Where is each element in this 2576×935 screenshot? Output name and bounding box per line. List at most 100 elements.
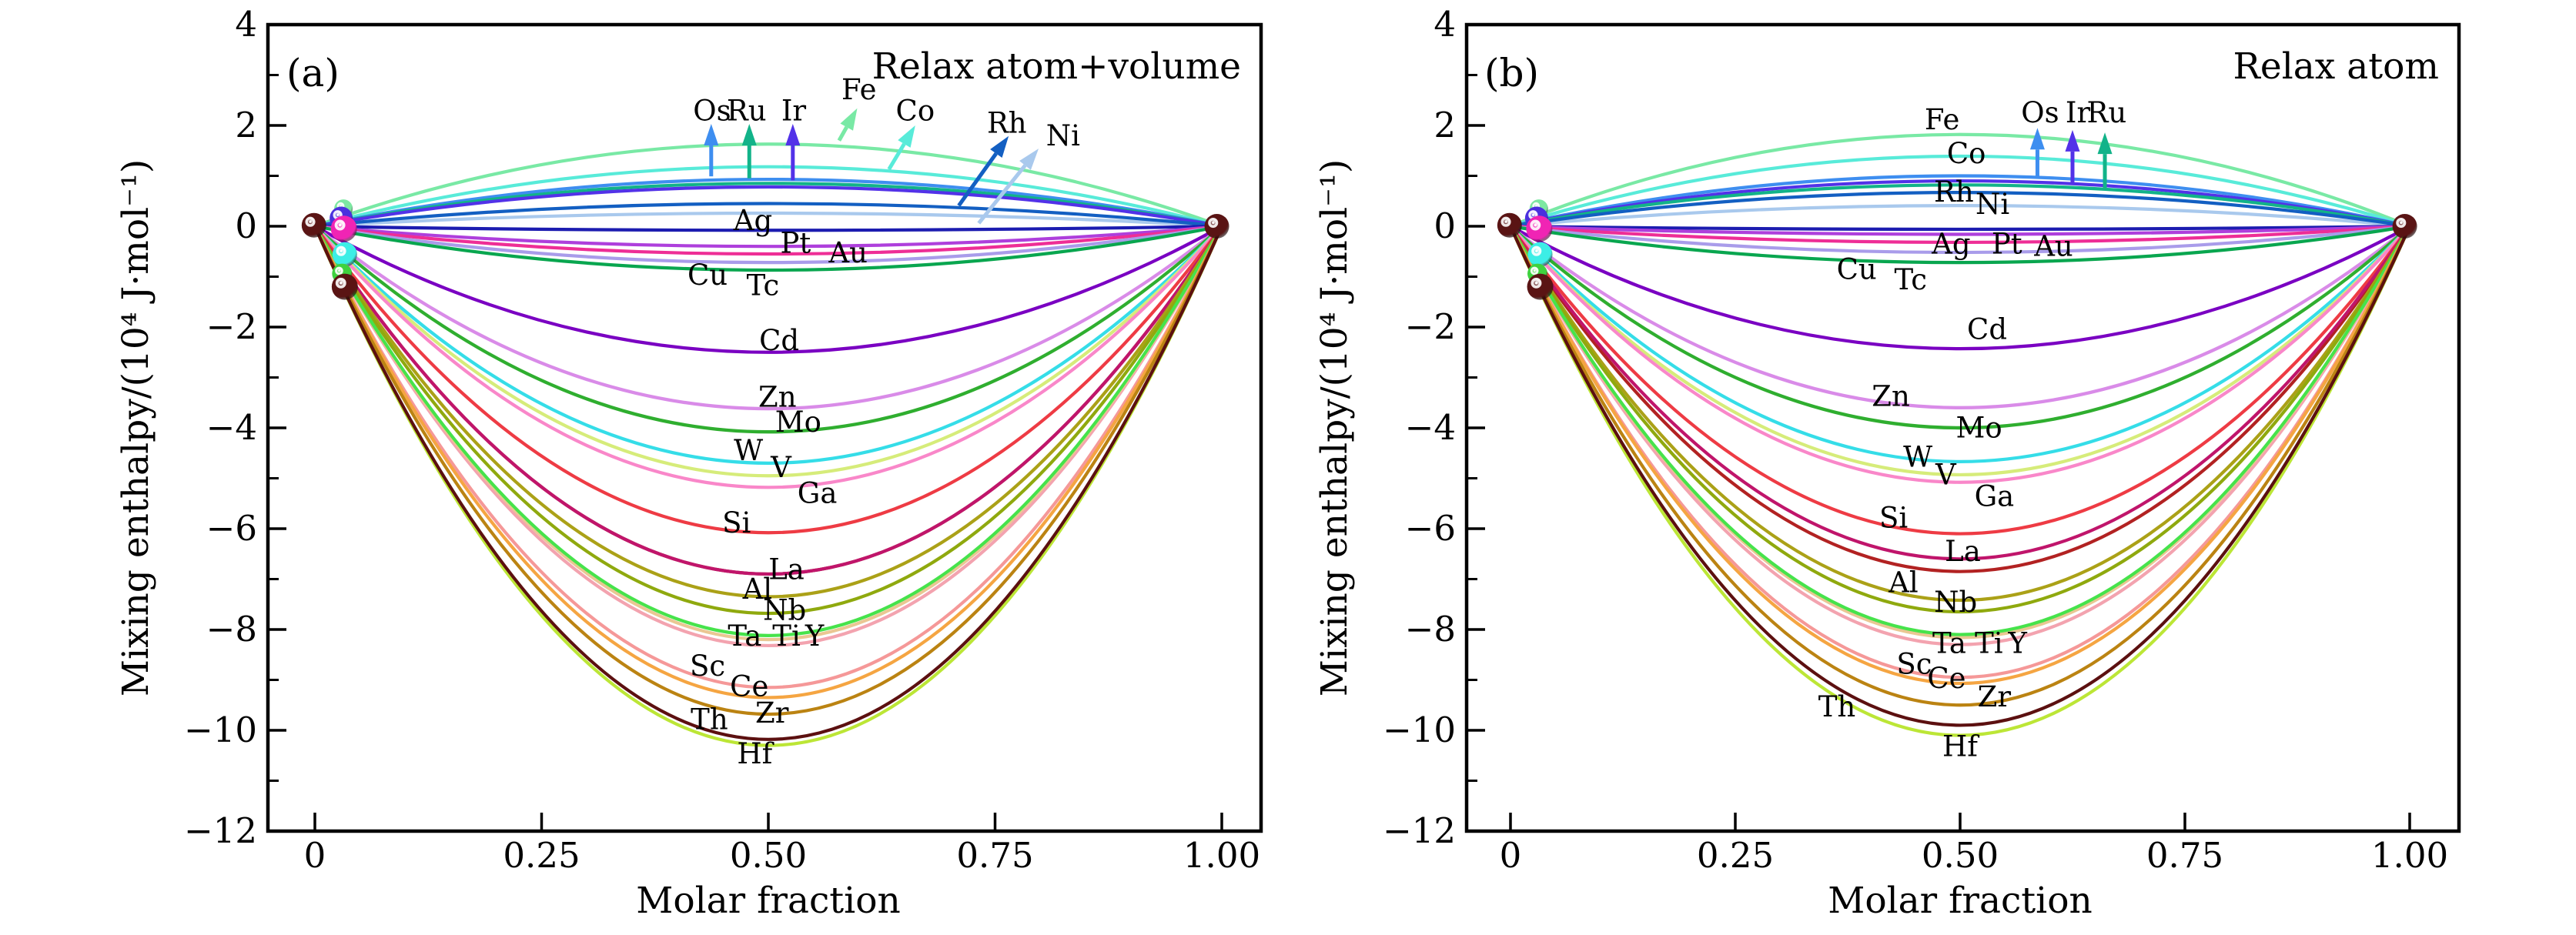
- curve-La: [313, 224, 1224, 576]
- sphere-marker: [331, 273, 358, 300]
- arrow-Rh-head: [990, 135, 1009, 159]
- curve-Os: [313, 178, 1224, 229]
- x-tick-label: 0.50: [1922, 835, 1999, 876]
- series-label-V: V: [770, 451, 792, 484]
- panel-b: 4 2 0 −2 −4 −6 −8 −10 −12 0 0.25 0.50 0.75 1.00 Molar …: [1313, 4, 2461, 922]
- series-label-Mo: Mo: [1955, 411, 2002, 444]
- sphere-highlight-dot: [1533, 269, 1536, 272]
- curve-Si: [313, 224, 1224, 535]
- y-tick-label: 0: [235, 205, 257, 246]
- curve-Ga: [313, 224, 1224, 489]
- series-label-Ce: Ce: [1927, 662, 1965, 695]
- y-tick-label: 2: [235, 105, 257, 145]
- sphere-marker: [1204, 214, 1229, 239]
- y-tick-label: −6: [1405, 508, 1456, 549]
- curve-Nb: [1508, 224, 2412, 614]
- series-label-Si: Si: [722, 506, 751, 539]
- curve-V: [1508, 224, 2412, 477]
- arrow-Ru-head: [741, 124, 757, 146]
- arrow-Ni-shaft: [977, 164, 1027, 225]
- sphere-markers-a: [301, 199, 1229, 300]
- series-label-Cu: Cu: [1837, 253, 1877, 286]
- sphere-highlight: [1531, 245, 1542, 256]
- series-label-La: La: [1945, 535, 1981, 568]
- curve-Pt: [1508, 224, 2412, 236]
- series-label-Ga: Ga: [1975, 479, 2015, 513]
- x-tick-label: 0.25: [1697, 835, 1774, 876]
- curve-Ru: [1508, 183, 2412, 229]
- curve-Rh: [313, 202, 1224, 229]
- curve-Al: [313, 224, 1224, 599]
- arrow-Ru-head: [2097, 132, 2113, 155]
- curves-a: [313, 142, 1224, 747]
- curve-Pt: [313, 224, 1224, 249]
- x-tick-label: 0.25: [503, 835, 580, 876]
- sphere-highlight-dot: [338, 269, 340, 272]
- curve-Ir: [313, 185, 1224, 229]
- sphere-highlight-dot: [1531, 213, 1534, 216]
- series-label-Ga: Ga: [798, 476, 838, 509]
- curve-Al: [1508, 224, 2412, 603]
- series-label-Si: Si: [1879, 502, 1908, 535]
- curve-Zr: [313, 224, 1224, 716]
- series-label-Ni: Ni: [1975, 188, 2009, 221]
- curve-Zn: [313, 224, 1224, 411]
- x-tick-label: 1.00: [1183, 835, 1260, 876]
- series-label-W: W: [1903, 440, 1932, 473]
- series-label-Al: Al: [742, 573, 773, 606]
- sphere-highlight-dot: [336, 213, 340, 216]
- sphere-highlight: [2396, 217, 2407, 229]
- series-label-Ag: Ag: [1931, 227, 1970, 260]
- curve-Zr: [1508, 224, 2412, 707]
- arrow-Rh-shaft: [957, 152, 998, 207]
- y-tick-label: 4: [235, 4, 257, 45]
- curve-Sc: [1508, 224, 2412, 680]
- series-label-Zr: Zr: [1978, 680, 2012, 713]
- x-axis-title: Molar fraction: [1828, 880, 2093, 922]
- curve-V: [313, 224, 1224, 478]
- y-tick-label: −8: [206, 609, 257, 649]
- y-tick-label: −8: [1405, 609, 1456, 649]
- series-label-Ru: Ru: [2087, 96, 2127, 129]
- arrow-Ir-head: [2065, 129, 2080, 152]
- curve-Ni: [313, 211, 1224, 229]
- curve-Th: [313, 224, 1224, 741]
- series-label-Tc: Tc: [747, 269, 780, 302]
- sphere-markers-b: [1497, 199, 2417, 300]
- x-tick-label: 1.00: [2371, 835, 2448, 876]
- series-label-Hf: Hf: [737, 737, 774, 770]
- curve-Mo: [313, 224, 1224, 434]
- x-tick-label: 0.75: [956, 835, 1033, 876]
- sphere-highlight-dot: [309, 220, 312, 223]
- x-axis: 0 0.25 0.50 0.75 1.00: [304, 813, 1260, 876]
- curve-La: [1508, 224, 2412, 561]
- x-axis: 0 0.25 0.50 0.75 1.00: [1500, 813, 2448, 876]
- series-label-Pt: Pt: [780, 227, 811, 260]
- series-label-Th: Th: [1818, 690, 1856, 723]
- sphere-marker: [332, 242, 357, 267]
- sphere-marker: [1497, 212, 1522, 238]
- curve-Au: [313, 224, 1224, 256]
- series-label-Th: Th: [691, 703, 728, 736]
- x-tick-label: 0: [1500, 835, 1522, 876]
- curve-Co: [313, 165, 1224, 229]
- panel-label: (a): [286, 51, 340, 95]
- series-label-W: W: [734, 434, 763, 467]
- curve-Fe: [1508, 132, 2412, 229]
- arrow-Os-head: [704, 124, 719, 146]
- curve-Hf: [1508, 224, 2412, 737]
- series-label-Y: Y: [2008, 627, 2028, 660]
- y-axis-title: Mixing enthalpy/(10⁴ J·mol⁻¹): [115, 159, 157, 696]
- curve-Y: [313, 224, 1224, 648]
- series-label-Co: Co: [896, 94, 935, 127]
- sphere-highlight-dot: [340, 205, 342, 207]
- curve-Ir: [1508, 179, 2412, 229]
- series-label-Zn: Zn: [1872, 380, 1910, 413]
- series-label-Os: Os: [693, 94, 731, 127]
- curve-Fe: [313, 142, 1224, 229]
- series-label-Al: Al: [1888, 566, 1919, 599]
- sphere-marker: [1527, 273, 1554, 300]
